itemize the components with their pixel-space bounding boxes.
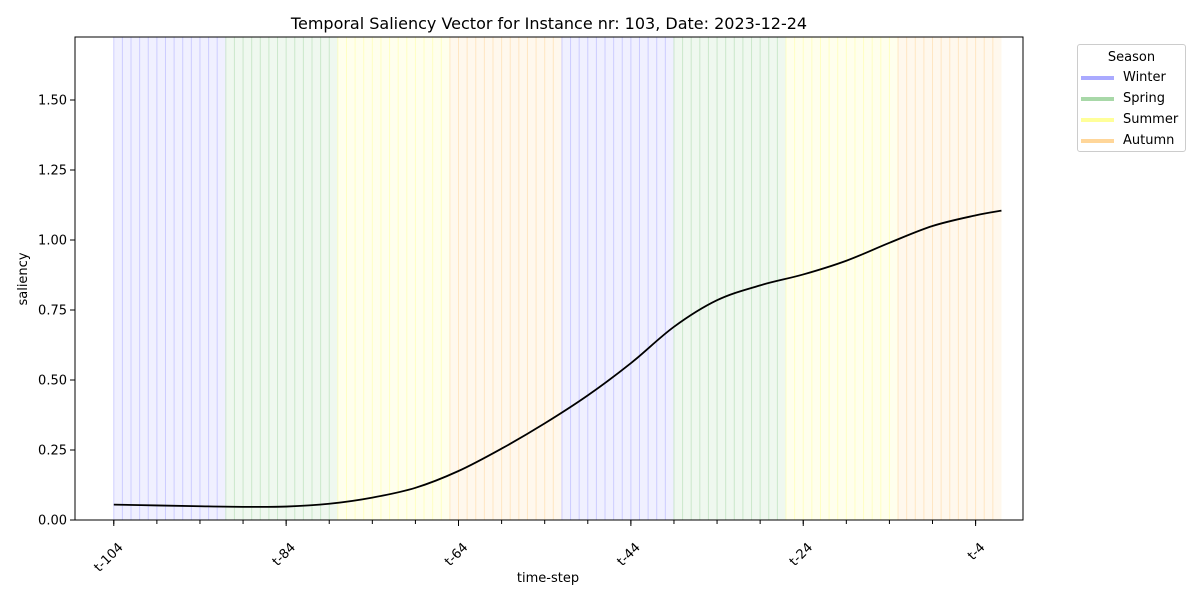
x-tick-label: t-84 <box>270 540 299 569</box>
y-axis-ticks: 0.00 0.25 0.50 0.75 1.00 1.25 1.50 <box>38 94 75 529</box>
series-layer <box>113 209 1002 508</box>
legend-label: Winter <box>1123 70 1166 85</box>
season-band-summer <box>786 37 899 520</box>
season-band-summer <box>337 37 450 520</box>
chart-title: Temporal Saliency Vector for Instance nr… <box>290 14 807 33</box>
legend-item-winter: Winter <box>1078 67 1185 88</box>
y-tick-label: 0.75 <box>38 304 67 319</box>
x-tick-label: t-64 <box>442 540 471 569</box>
season-band-winter <box>113 37 226 520</box>
season-band-spring <box>225 37 338 520</box>
season-band-autumn <box>449 37 562 520</box>
season-band-winter <box>561 37 674 520</box>
plot-frame <box>74 36 1024 521</box>
legend-swatch <box>1081 138 1114 143</box>
legend-swatch <box>1081 75 1114 80</box>
y-tick-label: 1.00 <box>38 234 67 249</box>
legend-item-spring: Spring <box>1078 88 1185 109</box>
legend-label: Summer <box>1123 112 1179 127</box>
y-tick-label: 0.50 <box>38 374 67 389</box>
y-tick-label: 0.00 <box>38 514 67 529</box>
legend-items: Winter Spring Summer Autumn <box>1078 67 1185 151</box>
y-tick-label: 1.25 <box>38 164 67 179</box>
legend-label: Autumn <box>1123 133 1175 148</box>
x-axis-ticks: t-104 t-84 t-64 t-44 t-24 t-4 <box>92 520 988 575</box>
time-step-lines <box>113 37 994 520</box>
legend-title: Season <box>1107 50 1156 65</box>
x-tick-label: t-104 <box>92 540 127 575</box>
saliency-line <box>113 209 1002 508</box>
y-axis-label: saliency <box>16 252 31 305</box>
y-tick-label: 0.25 <box>38 444 67 459</box>
legend-swatch <box>1081 117 1114 122</box>
x-tick-label: t-24 <box>787 540 816 569</box>
legend-swatch <box>1081 96 1114 101</box>
legend-label: Spring <box>1123 91 1165 106</box>
season-bands <box>113 37 1002 520</box>
legend-item-summer: Summer <box>1078 109 1185 130</box>
season-band-spring <box>673 37 786 520</box>
legend: Season Winter Spring Summer Autumn <box>1077 44 1186 152</box>
x-tick-label: t-4 <box>965 540 988 563</box>
y-tick-label: 1.50 <box>38 94 67 109</box>
x-axis-label: time-step <box>517 571 579 586</box>
x-tick-label: t-44 <box>614 540 643 569</box>
legend-item-autumn: Autumn <box>1078 130 1185 151</box>
